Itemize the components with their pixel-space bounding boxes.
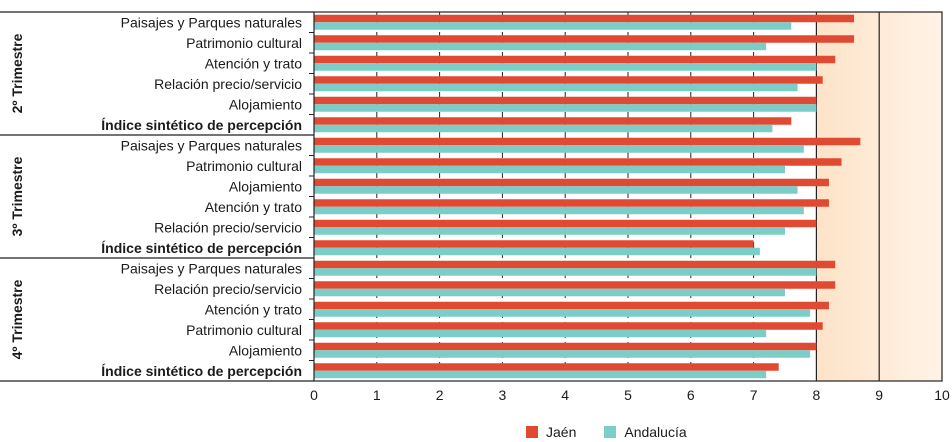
bar-g1-r0-jaen [314,137,861,146]
bar-g1-r3-jaen [314,199,829,207]
legend-item-andalucia: Andalucía [604,424,687,440]
x-tick-label-5: 5 [624,387,632,403]
bar-g0-r1-andalucia [314,42,767,51]
bar-g2-r2-jaen [314,301,829,310]
category-label-g0-r3: Relación precio/servicio [154,76,302,92]
bar-g0-r0-jaen [314,14,855,23]
x-tick-label-6: 6 [687,387,695,403]
bar-g2-r4-jaen [314,342,817,351]
group-label-0: 2º Trimestre [9,33,25,113]
category-label-g2-r2: Atención y trato [205,301,302,317]
bar-g0-r5-andalucia [314,124,773,133]
bar-g0-r2-jaen [314,55,836,64]
category-label-g2-r5: Índice sintético de percepción [101,363,302,379]
bar-g0-r4-andalucia [314,104,817,112]
bar-g0-r3-jaen [314,76,823,84]
bar-g2-r0-jaen [314,260,836,269]
category-label-g0-r1: Patrimonio cultural [186,35,302,51]
x-tick-label-3: 3 [499,387,507,403]
bar-g1-r5-jaen [314,240,754,248]
category-label-g1-r4: Relación precio/servicio [154,219,302,235]
group-label-2: 4º Trimestre [9,279,25,359]
bar-g2-r0-andalucia [314,268,817,276]
bar-g1-r2-andalucia [314,186,798,194]
category-label-g0-r5: Índice sintético de percepción [101,117,302,133]
bar-g1-r4-andalucia [314,227,785,235]
x-tick-label-4: 4 [561,387,569,403]
bar-g1-r1-andalucia [314,165,785,174]
category-label-g2-r1: Relación precio/servicio [154,281,302,297]
legend-swatch-jaen [526,426,538,438]
bar-g0-r0-andalucia [314,22,792,30]
legend-swatch-andalucia [604,426,617,438]
category-label-g2-r0: Paisajes y Parques naturales [121,260,302,276]
bar-g2-r1-jaen [314,281,836,289]
bar-g2-r5-andalucia [314,370,767,379]
legend: Jaén Andalucía [526,424,687,440]
bar-g2-r1-andalucia [314,288,785,297]
x-tick-label-8: 8 [813,387,821,403]
x-tick-label-0: 0 [310,387,318,403]
bar-g1-r3-andalucia [314,206,804,215]
bar-g1-r0-andalucia [314,145,804,153]
bar-g2-r4-andalucia [314,350,811,358]
category-label-g2-r4: Alojamiento [229,342,302,358]
x-tick-label-1: 1 [373,387,381,403]
legend-label-jaen: Jaén [546,424,577,440]
legend-label-andalucia: Andalucía [624,424,687,440]
x-tick-label-2: 2 [436,387,444,403]
bar-g0-r1-jaen [314,35,855,43]
bar-g0-r4-jaen [314,96,817,105]
category-label-g1-r5: Índice sintético de percepción [101,240,302,256]
bar-g0-r3-andalucia [314,83,798,92]
x-tick-label-9: 9 [875,387,883,403]
x-tick-label-7: 7 [750,387,758,403]
category-label-g1-r2: Alojamiento [229,178,302,194]
group-label-1: 3º Trimestre [9,156,25,236]
bar-g0-r5-jaen [314,117,792,125]
category-label-g2-r3: Patrimonio cultural [186,322,302,338]
legend-item-jaen: Jaén [526,424,576,440]
category-label-g1-r3: Atención y trato [205,199,302,215]
category-label-g0-r2: Atención y trato [205,55,302,71]
category-label-g0-r0: Paisajes y Parques naturales [121,14,302,30]
bar-g2-r2-andalucia [314,309,811,317]
bar-g2-r3-andalucia [314,329,767,338]
category-label-g0-r4: Alojamiento [229,96,302,112]
category-label-g1-r1: Patrimonio cultural [186,158,302,174]
bar-g1-r4-jaen [314,219,817,228]
category-label-g1-r0: Paisajes y Parques naturales [121,137,302,153]
bar-g2-r5-jaen [314,363,779,371]
bar-g1-r2-jaen [314,178,829,187]
bar-g0-r2-andalucia [314,63,817,71]
bar-g1-r5-andalucia [314,247,760,256]
x-tick-label-10: 10 [934,387,950,403]
bar-g1-r1-jaen [314,158,842,166]
bar-g2-r3-jaen [314,322,823,330]
